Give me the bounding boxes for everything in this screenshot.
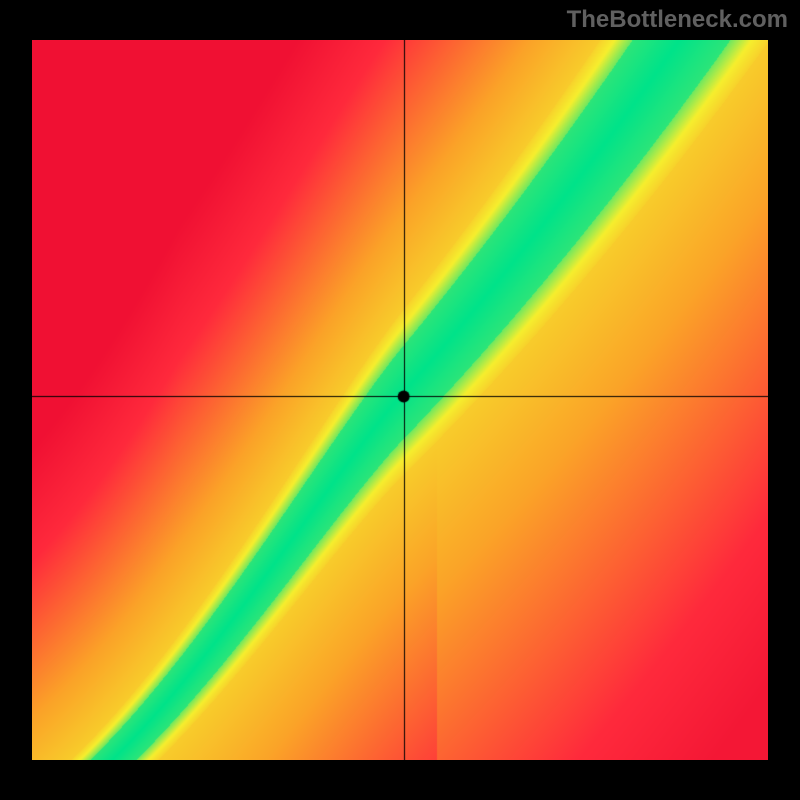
watermark-text: TheBottleneck.com xyxy=(567,6,788,34)
chart-container: TheBottleneck.com xyxy=(0,0,800,800)
bottleneck-heatmap xyxy=(32,40,768,760)
